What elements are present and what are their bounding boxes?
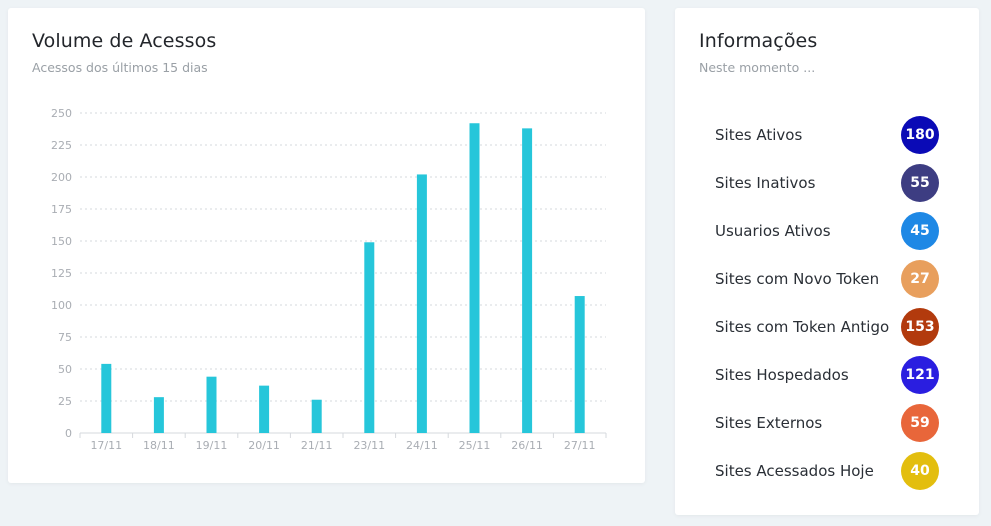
info-item-sites-ativos[interactable]: Sites Ativos 180 xyxy=(715,111,939,159)
bar xyxy=(469,123,480,434)
info-item-label: Sites com Novo Token xyxy=(715,270,880,288)
bar xyxy=(153,397,164,433)
info-subtitle: Neste momento ... xyxy=(699,60,816,75)
info-item-label: Sites Acessados Hoje xyxy=(715,462,874,480)
info-item-badge: 180 xyxy=(901,116,939,154)
info-item-badge: 121 xyxy=(901,356,939,394)
y-tick-label: 150 xyxy=(51,235,72,248)
x-tick-label: 23/11 xyxy=(353,439,385,452)
info-item-badge: 45 xyxy=(901,212,939,250)
y-tick-label: 50 xyxy=(58,363,72,376)
y-tick-label: 225 xyxy=(51,139,72,152)
x-tick-label: 21/11 xyxy=(301,439,333,452)
info-item-sites-token-antigo[interactable]: Sites com Token Antigo 153 xyxy=(715,303,939,351)
y-tick-label: 100 xyxy=(51,299,72,312)
info-item-usuarios-ativos[interactable]: Usuarios Ativos 45 xyxy=(715,207,939,255)
info-list: Sites Ativos 180 Sites Inativos 55 Usuar… xyxy=(715,111,939,495)
y-tick-label: 0 xyxy=(65,427,72,440)
bar xyxy=(522,128,533,434)
x-tick-label: 17/11 xyxy=(90,439,122,452)
info-item-label: Sites Inativos xyxy=(715,174,816,192)
info-item-badge: 27 xyxy=(901,260,939,298)
y-tick-label: 200 xyxy=(51,171,72,184)
information-card: Informações Neste momento ... Sites Ativ… xyxy=(675,8,979,515)
info-title: Informações xyxy=(699,30,818,52)
info-item-label: Sites Hospedados xyxy=(715,366,849,384)
bar xyxy=(416,174,427,433)
x-tick-label: 26/11 xyxy=(511,439,543,452)
info-item-sites-inativos[interactable]: Sites Inativos 55 xyxy=(715,159,939,207)
info-item-label: Sites Externos xyxy=(715,414,823,432)
info-item-sites-hospedados[interactable]: Sites Hospedados 121 xyxy=(715,351,939,399)
bar-chart: 0 25 50 75 100 125 150 175 200 225 250 17/11 18/11 19… xyxy=(51,107,607,452)
x-tick-label: 19/11 xyxy=(196,439,228,452)
y-tick-label: 75 xyxy=(58,331,72,344)
x-tick-label: 18/11 xyxy=(143,439,175,452)
info-item-label: Usuarios Ativos xyxy=(715,222,831,240)
bar xyxy=(574,296,585,433)
bar xyxy=(259,385,270,433)
x-tick-label: 25/11 xyxy=(459,439,491,452)
info-item-sites-externos[interactable]: Sites Externos 59 xyxy=(715,399,939,447)
bar xyxy=(311,399,322,433)
y-tick-label: 25 xyxy=(58,395,72,408)
y-tick-label: 125 xyxy=(51,267,72,280)
info-item-badge: 153 xyxy=(901,308,939,346)
bar xyxy=(206,376,217,433)
bar xyxy=(101,363,112,433)
info-item-badge: 40 xyxy=(901,452,939,490)
info-item-sites-acessados-hoje[interactable]: Sites Acessados Hoje 40 xyxy=(715,447,939,495)
y-tick-label: 250 xyxy=(51,107,72,120)
x-tick-label: 27/11 xyxy=(564,439,596,452)
y-tick-label: 175 xyxy=(51,203,72,216)
chart-subtitle: Acessos dos últimos 15 dias xyxy=(32,60,208,75)
x-tick-label: 20/11 xyxy=(248,439,280,452)
info-item-badge: 59 xyxy=(901,404,939,442)
info-item-sites-novo-token[interactable]: Sites com Novo Token 27 xyxy=(715,255,939,303)
bar xyxy=(364,242,375,433)
info-item-badge: 55 xyxy=(901,164,939,202)
access-volume-card: Volume de Acessos Acessos dos últimos 15… xyxy=(8,8,645,483)
info-item-label: Sites Ativos xyxy=(715,126,803,144)
chart-title: Volume de Acessos xyxy=(32,30,217,52)
info-item-label: Sites com Token Antigo xyxy=(715,318,890,336)
x-tick-label: 24/11 xyxy=(406,439,438,452)
